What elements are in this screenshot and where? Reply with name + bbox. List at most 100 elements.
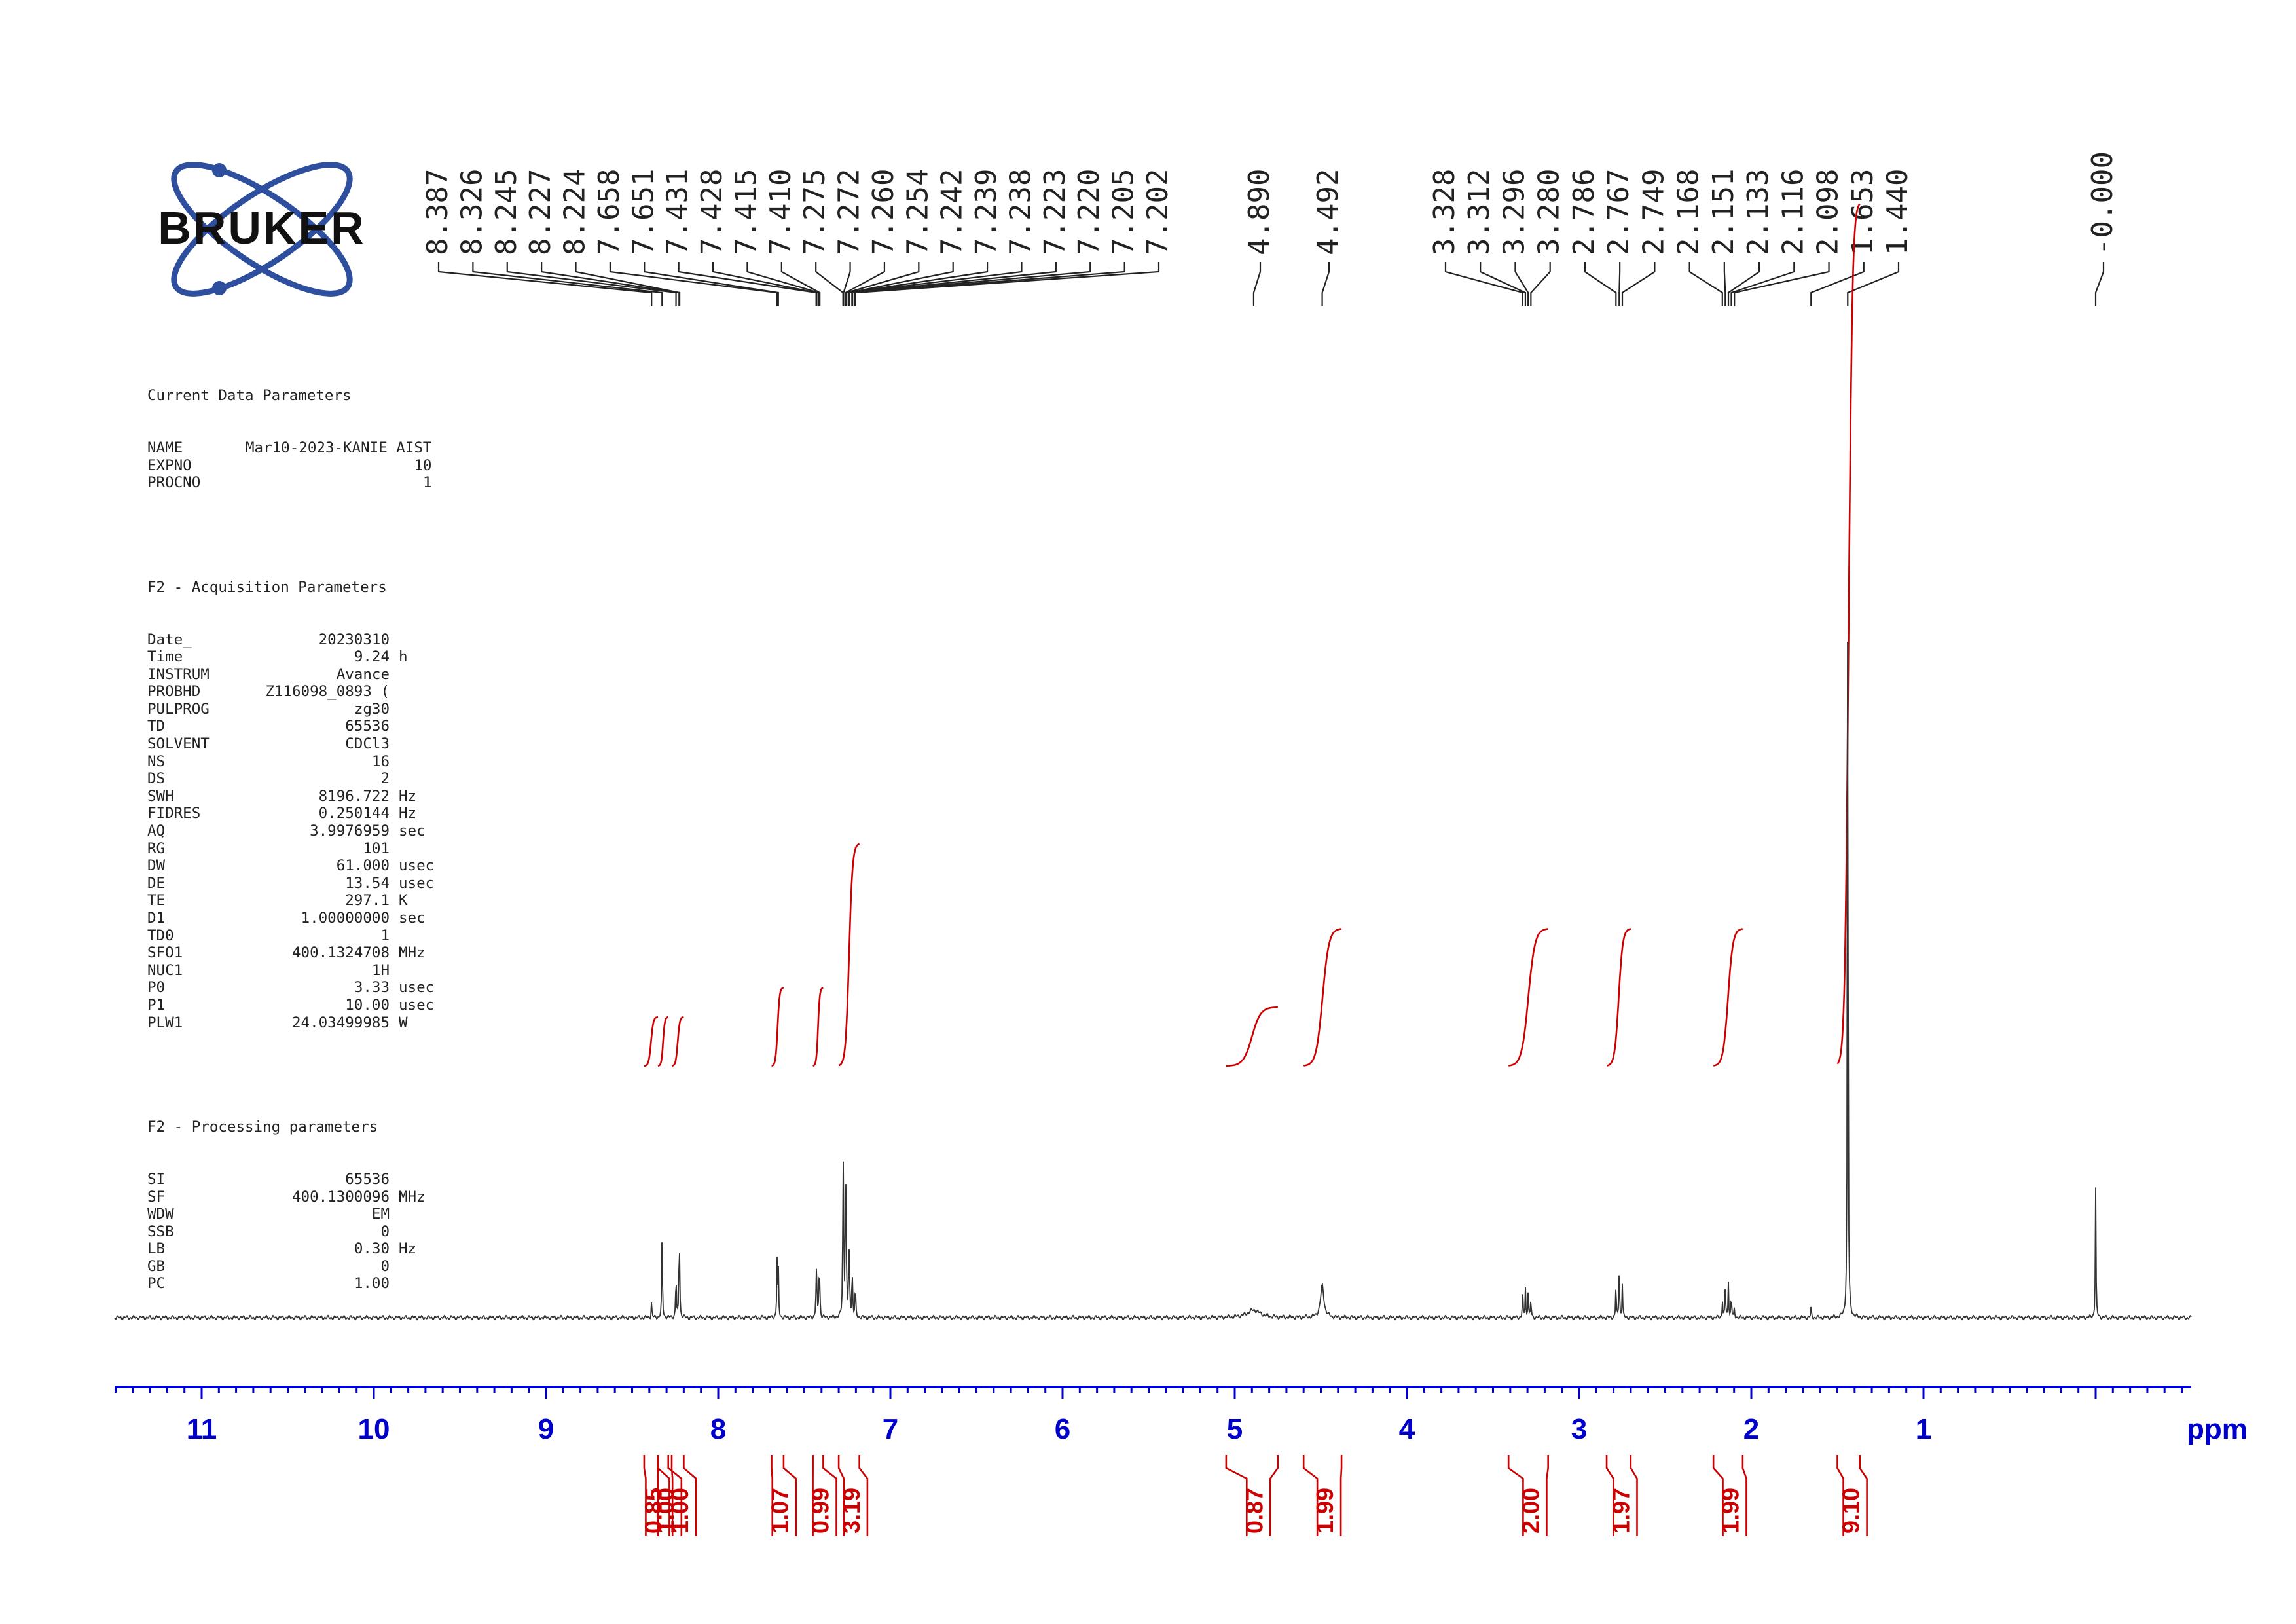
integral-bracket (1712, 1455, 1724, 1536)
param-value: 10 (414, 456, 432, 474)
peak-connector (1810, 262, 1865, 306)
integral-bracket (858, 1455, 869, 1536)
peak-label: 7.275 (798, 169, 831, 255)
bruker-logo: BRUKER (158, 162, 365, 297)
param-unit: W (399, 1014, 408, 1031)
param-row: TE 297.1 K (147, 892, 434, 910)
param-key: SWH (147, 787, 174, 805)
param-value: Avance (336, 665, 390, 683)
peak-label: 7.223 (1038, 169, 1072, 255)
logo-rings (171, 162, 353, 297)
param-value: 297.1 (345, 892, 390, 910)
peak-connector (437, 262, 653, 306)
x-tick-label: 8 (710, 1413, 726, 1445)
param-row: TD0 1 (147, 927, 434, 945)
param-key: WDW (147, 1206, 174, 1223)
integral-bracket (1630, 1455, 1638, 1536)
peak-label: 7.239 (970, 169, 1003, 255)
param-value: 65536 (345, 1170, 390, 1188)
integral-value: 0.85 (640, 1488, 666, 1534)
param-value: 65536 (345, 718, 390, 735)
param-value: 1 (422, 474, 432, 492)
param-value: CDCl3 (345, 735, 390, 753)
param-key: GB (147, 1257, 166, 1275)
processing-params-table: SI 65536 SF 400.1300096 MHz WDW EM SSB 0 LB 0.30 Hz… (147, 1171, 426, 1293)
x-tick-label: 10 (358, 1413, 390, 1445)
integral-value: 2.00 (1517, 1488, 1544, 1534)
logo-text: BRUKER (158, 202, 365, 253)
param-row: GB 0 (147, 1258, 426, 1276)
peak-label: 2.168 (1672, 169, 1705, 255)
param-row: EXPNO 10 (147, 457, 441, 475)
integral-bracket (1546, 1455, 1549, 1536)
param-unit: usec (399, 857, 435, 875)
acquisition-params-heading: F2 - Acquisition Parameters (147, 578, 387, 596)
peak-label: -0.000 (2086, 151, 2119, 255)
param-key: DS (147, 770, 166, 788)
param-unit: Hz (399, 805, 417, 822)
spectrum-trace (114, 641, 2192, 1321)
integral-value: 1.97 (1607, 1488, 1634, 1534)
logo-dot-bottom (212, 281, 227, 295)
param-key: NS (147, 752, 166, 770)
peak-connector (472, 262, 663, 306)
peak-label-layer: 8.387 8.326 8.245 8.227 8.224 7.658 7.651 7.431… (421, 151, 2119, 306)
integral-bracket (1741, 1455, 1747, 1536)
param-key: PROCNO (147, 474, 201, 492)
peak-connector (848, 262, 1023, 306)
param-value: Mar10-2023-KANIE AIST (246, 439, 432, 456)
integral-value: 1.07 (767, 1488, 793, 1534)
param-key: PLW1 (147, 1014, 183, 1031)
peak-connector (1444, 262, 1523, 306)
param-row: AQ 3.9976959 sec (147, 822, 434, 840)
peak-connector (1480, 262, 1527, 306)
peak-label: 2.767 (1602, 169, 1635, 255)
integral-bracket (1507, 1455, 1524, 1536)
peak-connector (575, 262, 681, 306)
peak-connector (712, 262, 818, 306)
peak-connector (1584, 262, 1617, 306)
current-params-heading: Current Data Parameters (147, 387, 352, 405)
param-unit: sec (399, 910, 426, 927)
peak-connector (1723, 262, 1726, 306)
peak-label: 2.151 (1707, 169, 1740, 255)
param-key: AQ (147, 822, 166, 840)
peak-label: 7.428 (695, 169, 729, 255)
param-row: FIDRES 0.250144 Hz (147, 805, 434, 822)
peak-label: 4.890 (1243, 169, 1276, 255)
param-key: DE (147, 874, 166, 892)
peak-label: 7.651 (627, 169, 660, 255)
param-value: 400.1324708 (291, 944, 390, 962)
param-value: 101 (363, 840, 390, 857)
param-key: LB (147, 1240, 166, 1258)
peak-label: 7.202 (1141, 169, 1175, 255)
peak-connector (1530, 262, 1551, 306)
peak-label: 7.260 (867, 169, 900, 255)
param-value: 3.33 (354, 979, 390, 997)
param-row: SOLVENT CDCl3 (147, 735, 434, 753)
param-value: 24.03499985 (291, 1014, 390, 1031)
peak-label: 8.224 (558, 169, 592, 255)
integral-bracket (1859, 1455, 1868, 1536)
param-row: WDW EM (147, 1206, 426, 1223)
processing-params-heading: F2 - Processing parameters (147, 1118, 378, 1136)
param-row: NS 16 (147, 753, 434, 771)
param-value: 0.250144 (318, 805, 390, 822)
param-value: 9.24 (354, 648, 390, 666)
param-row: NUC1 1H (147, 962, 434, 980)
param-row: Date_ 20230310 (147, 631, 434, 649)
integral-value: 1.99 (1311, 1488, 1338, 1534)
param-row: SSB 0 (147, 1223, 426, 1241)
peak-label: 8.387 (421, 169, 454, 255)
param-row: DW 61.000 usec (147, 857, 434, 875)
param-key: SFO1 (147, 944, 183, 962)
param-value: 2 (380, 770, 390, 788)
param-row: Time 9.24 h (147, 648, 434, 666)
param-row: PLW1 24.03499985 W (147, 1014, 434, 1032)
current-params-table: NAME Mar10-2023-KANIE AIST EXPNO 10 PROCNO 1 (147, 439, 441, 492)
peak-connector (846, 262, 920, 306)
param-row: PC 1.00 (147, 1275, 426, 1293)
param-key: PROBHD (147, 683, 201, 701)
peak-connector (1252, 262, 1262, 306)
